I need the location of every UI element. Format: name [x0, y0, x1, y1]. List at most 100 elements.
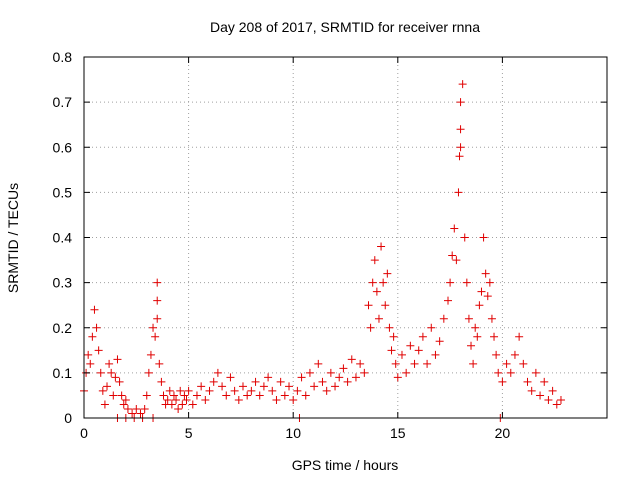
data-point [389, 332, 398, 341]
data-point [149, 323, 158, 332]
data-point [86, 359, 95, 368]
data-point [197, 382, 206, 391]
data-point [446, 278, 455, 287]
data-point [364, 301, 373, 310]
y-tick-label: 0.5 [53, 184, 73, 200]
data-point [387, 346, 396, 355]
data-point [498, 377, 507, 386]
data-point [285, 382, 294, 391]
data-point [494, 368, 503, 377]
data-point [113, 355, 122, 364]
data-point [146, 350, 155, 359]
data-point [165, 386, 174, 395]
data-point [180, 391, 189, 400]
data-point [297, 373, 306, 382]
data-point [182, 395, 191, 404]
data-point [178, 400, 187, 409]
data-point [339, 364, 348, 373]
x-tick-label: 0 [80, 425, 88, 441]
data-point [458, 80, 467, 89]
data-point [272, 395, 281, 404]
data-point [418, 332, 427, 341]
data-point [531, 368, 540, 377]
data-point [431, 350, 440, 359]
data-point [119, 400, 128, 409]
data-point [167, 400, 176, 409]
data-point [454, 188, 463, 197]
data-point [169, 391, 178, 400]
data-point [360, 368, 369, 377]
data-point [510, 350, 519, 359]
data-point [123, 404, 132, 413]
data-point [268, 386, 277, 395]
x-tick-label: 15 [390, 425, 406, 441]
y-axis-label: SRMTID / TECUs [5, 183, 21, 293]
data-point [385, 323, 394, 332]
data-point [280, 391, 289, 400]
data-point [397, 350, 406, 359]
chart-title: Day 208 of 2017, SRMTID for receiver rnn… [210, 19, 480, 35]
data-point [94, 346, 103, 355]
y-tick-label: 0.4 [53, 230, 73, 246]
data-points [80, 80, 565, 422]
data-point [98, 386, 107, 395]
data-point [92, 323, 101, 332]
data-point [153, 314, 162, 323]
data-point [485, 278, 494, 287]
data-point [556, 395, 565, 404]
data-point [136, 409, 145, 418]
data-point [192, 391, 201, 400]
data-point [464, 314, 473, 323]
data-point [105, 359, 114, 368]
data-point [142, 391, 151, 400]
data-point [481, 269, 490, 278]
data-point [393, 373, 402, 382]
data-point [264, 373, 273, 382]
axis-ticks [83, 56, 607, 419]
data-point [527, 386, 536, 395]
data-point [230, 386, 239, 395]
data-point [289, 395, 298, 404]
data-point [471, 323, 480, 332]
data-point [163, 395, 172, 404]
data-point [475, 301, 484, 310]
data-point [100, 400, 109, 409]
data-point [151, 332, 160, 341]
data-point [184, 386, 193, 395]
data-point [115, 377, 124, 386]
data-point [519, 359, 528, 368]
data-point [301, 391, 310, 400]
data-point [331, 382, 340, 391]
y-tick-labels: 0 0.1 0.2 0.3 0.4 0.5 0.6 0.7 0.8 [53, 49, 73, 426]
data-point [84, 350, 93, 359]
data-point [259, 382, 268, 391]
data-point [502, 359, 511, 368]
data-point [335, 373, 344, 382]
data-point [469, 359, 478, 368]
data-point [391, 359, 400, 368]
data-point [209, 377, 218, 386]
data-point [439, 314, 448, 323]
data-point [109, 391, 118, 400]
data-point [487, 314, 496, 323]
data-point [176, 386, 185, 395]
data-point [548, 386, 557, 395]
data-point [172, 395, 181, 404]
y-tick-label: 0 [64, 410, 72, 426]
data-point [153, 296, 162, 305]
data-point [140, 404, 149, 413]
x-tick-label: 10 [285, 425, 301, 441]
y-tick-label: 0.6 [53, 139, 73, 155]
x-tick-label: 5 [185, 425, 193, 441]
data-point [540, 377, 549, 386]
data-point [218, 382, 227, 391]
data-point [444, 296, 453, 305]
data-point [96, 368, 105, 377]
data-point [383, 269, 392, 278]
data-point [379, 278, 388, 287]
data-point [381, 301, 390, 310]
data-point [144, 368, 153, 377]
data-point [243, 391, 252, 400]
grid-lines [84, 57, 607, 418]
